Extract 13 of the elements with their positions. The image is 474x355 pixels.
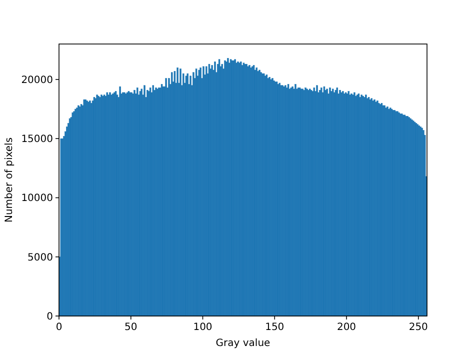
x-tick-label: 50 bbox=[124, 322, 138, 333]
y-tick-label: 15000 bbox=[21, 134, 53, 146]
y-axis-title: Number of pixels bbox=[4, 137, 15, 223]
y-tick-label: 5000 bbox=[28, 252, 53, 264]
x-axis-title: Gray value bbox=[216, 338, 270, 349]
y-tick-label: 20000 bbox=[21, 74, 53, 86]
x-tick-label: 200 bbox=[336, 322, 356, 333]
x-tick-label: 100 bbox=[193, 322, 212, 333]
x-tick-label: 150 bbox=[265, 322, 284, 333]
x-tick-label: 250 bbox=[408, 322, 428, 333]
y-tick-label: 10000 bbox=[21, 193, 53, 204]
x-tick-label: 0 bbox=[56, 322, 62, 333]
y-tick-label: 0 bbox=[46, 312, 53, 322]
